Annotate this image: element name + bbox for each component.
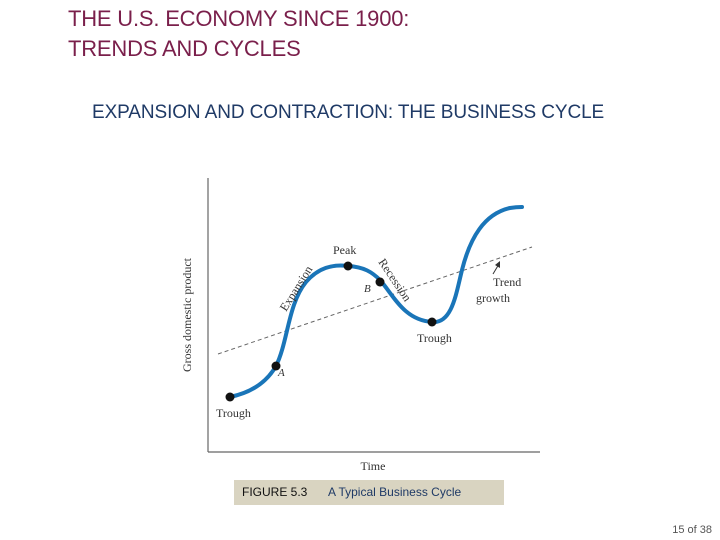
slide-title-line-1: THE U.S. ECONOMY SINCE 1900: — [68, 6, 410, 31]
y-axis-label: Gross domestic product — [180, 257, 194, 372]
slide-subtitle: EXPANSION AND CONTRACTION: THE BUSINESS … — [92, 102, 605, 123]
point-a-label: A — [277, 367, 285, 379]
point-b-label: B — [364, 283, 371, 295]
figure-description: A Typical Business Cycle — [328, 485, 462, 499]
point-a — [271, 361, 281, 371]
trend-growth-line — [217, 246, 533, 355]
trend-label-line-2: growth — [476, 291, 510, 305]
slide-title-line-2: TRENDS AND CYCLES — [68, 36, 301, 61]
figure-caption: FIGURE 5.3 A Typical Business Cycle — [234, 480, 504, 505]
x-axis-label: Time — [361, 459, 386, 473]
trend-label-line-1: Trend — [493, 275, 521, 289]
business-cycle-diagram: Gross domestic product Time Trough Troug… — [180, 178, 540, 473]
trough-left-label: Trough — [216, 406, 251, 420]
slide-title: THE U.S. ECONOMY SINCE 1900: TRENDS AND … — [68, 4, 409, 64]
business-cycle-figure: Gross domestic product Time Trough Troug… — [170, 170, 550, 475]
trough-left-point — [225, 392, 235, 402]
expansion-label: Expansion — [277, 263, 316, 313]
figure-number: FIGURE 5.3 — [242, 485, 308, 499]
trough-right-point — [427, 317, 437, 327]
peak-label: Peak — [333, 243, 356, 257]
trend-arrow-head — [495, 261, 500, 268]
trough-right-label: Trough — [417, 331, 452, 345]
point-b — [375, 277, 385, 287]
page-indicator: 15 of 38 — [672, 524, 712, 536]
peak-point — [343, 261, 353, 271]
